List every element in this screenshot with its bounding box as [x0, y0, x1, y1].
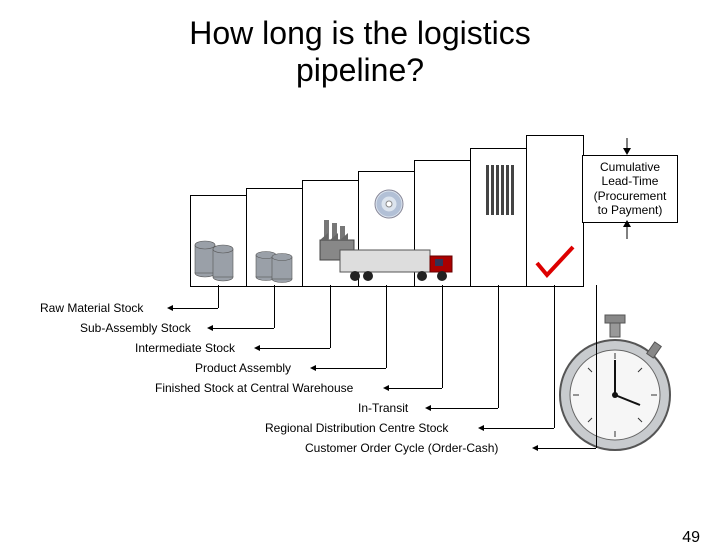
stage-label-1: Raw Material Stock [40, 301, 143, 315]
stage-icons [40, 135, 680, 295]
stage-label-7: Regional Distribution Centre Stock [265, 421, 448, 435]
connector-8 [537, 448, 596, 449]
connector-1 [172, 308, 218, 309]
stopwatch-icon [540, 305, 690, 465]
connector-drop-1 [218, 285, 219, 308]
truck-icon [340, 250, 452, 281]
connector-3 [259, 348, 330, 349]
connector-drop-4 [386, 285, 387, 368]
pipeline-diagram: CumulativeLead-Time(Procurementto Paymen… [40, 135, 680, 535]
stage-label-8: Customer Order Cycle (Order-Cash) [305, 441, 498, 455]
page-number: 49 [682, 529, 700, 547]
connector-5 [388, 388, 442, 389]
stage-label-5: Finished Stock at Central Warehouse [155, 381, 353, 395]
stage-label-2: Sub-Assembly Stock [80, 321, 191, 335]
stage-label-6: In-Transit [358, 401, 408, 415]
connector-7 [483, 428, 554, 429]
connector-drop-3 [330, 285, 331, 348]
connector-4 [315, 368, 386, 369]
connector-drop-7 [554, 285, 555, 428]
connector-drop-2 [274, 285, 275, 328]
barrels-icon [195, 241, 233, 281]
connector-2 [212, 328, 274, 329]
connector-drop-5 [442, 285, 443, 388]
disc-icon [375, 190, 403, 218]
connector-6 [430, 408, 498, 409]
barrels-icon-2 [256, 252, 292, 283]
connector-drop-6 [498, 285, 499, 408]
page-title: How long is the logistics pipeline? [0, 15, 720, 89]
checkmark-icon [537, 247, 573, 275]
stripes-icon [486, 165, 514, 215]
connector-drop-8 [596, 285, 597, 448]
stage-label-3: Intermediate Stock [135, 341, 235, 355]
stage-label-4: Product Assembly [195, 361, 291, 375]
